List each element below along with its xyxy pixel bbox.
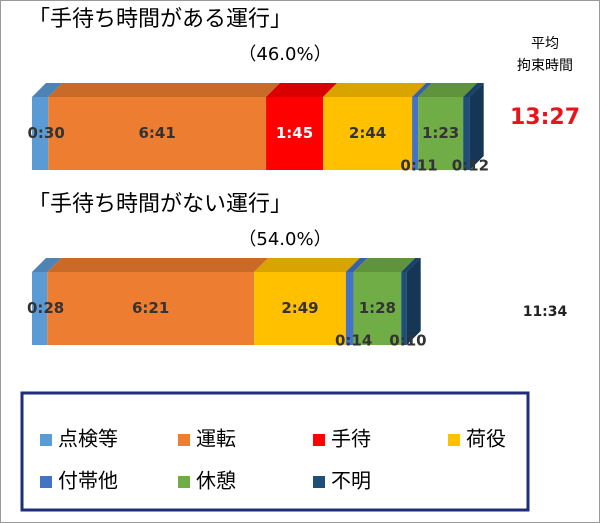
- bar-segment: [345, 272, 354, 345]
- top-shade: [32, 83, 63, 97]
- totals-title: 拘束時間: [517, 58, 573, 74]
- value-label: 0:12: [452, 157, 489, 175]
- bar-top: [345, 258, 368, 272]
- bar-top: [48, 83, 281, 97]
- legend-label: 荷役: [466, 427, 506, 451]
- value-label: 1:28: [359, 299, 396, 317]
- legend-label: 休憩: [196, 469, 236, 493]
- legend-label: 付帯他: [58, 469, 118, 493]
- value-label: 0:14: [335, 332, 372, 350]
- bar-segment: [254, 272, 346, 345]
- bar-side: [406, 258, 421, 345]
- bar-segment: [412, 97, 419, 170]
- bar-segment: [418, 97, 464, 170]
- legend-swatch: [178, 476, 190, 488]
- legend-swatch: [313, 434, 325, 446]
- top-shade: [463, 83, 484, 97]
- top-shade: [254, 258, 360, 272]
- bar-top: [32, 83, 63, 97]
- bar-top: [254, 258, 360, 272]
- side-shade: [406, 258, 421, 345]
- share-label: （54.0%）: [238, 229, 331, 250]
- totals-title: 平均: [531, 36, 559, 52]
- value-label: 1:45: [276, 124, 313, 142]
- bar-segment: [47, 272, 255, 345]
- bar-top: [47, 258, 269, 272]
- legend-label: 手待: [331, 427, 371, 451]
- bar-segment: [353, 272, 402, 345]
- legend-swatch: [40, 476, 52, 488]
- top-shade: [32, 258, 62, 272]
- bar-top: [32, 258, 62, 272]
- top-shade: [418, 83, 478, 97]
- top-shade: [412, 83, 433, 97]
- side-shade: [469, 83, 484, 170]
- total-label: 11:34: [523, 304, 568, 320]
- legend-label: 点検等: [58, 427, 118, 451]
- top-shade: [266, 83, 338, 97]
- value-label: 2:49: [281, 299, 318, 317]
- bar-segment: [463, 97, 470, 170]
- legend-swatch: [448, 434, 460, 446]
- bar-side: [469, 83, 484, 170]
- legend-swatch: [40, 434, 52, 446]
- bar-segment: [48, 97, 267, 170]
- top-shade: [353, 258, 416, 272]
- legend-swatch: [313, 476, 325, 488]
- bar-segment: [32, 272, 48, 345]
- value-label: 0:30: [27, 124, 64, 142]
- top-shade: [345, 258, 368, 272]
- value-label: 2:44: [349, 124, 386, 142]
- value-label: 0:10: [389, 332, 426, 350]
- legend-swatch: [178, 434, 190, 446]
- bar-title: 「手待ち時間がある運行」: [28, 7, 292, 32]
- bar-top: [353, 258, 416, 272]
- bar-title: 「手待ち時間がない運行」: [28, 192, 292, 217]
- value-label: 6:41: [139, 124, 176, 142]
- bar-top: [323, 83, 427, 97]
- legend-label: 運転: [196, 427, 236, 451]
- share-label: （46.0%）: [238, 44, 331, 65]
- bar-segment: [323, 97, 413, 170]
- value-label: 0:11: [400, 157, 437, 175]
- bar-segment: [266, 97, 324, 170]
- bar-top: [401, 258, 421, 272]
- bar-segment: [401, 272, 407, 345]
- top-shade: [401, 258, 421, 272]
- bar-segment: [32, 97, 49, 170]
- legend-box: [20, 391, 530, 512]
- legend-label: 不明: [331, 469, 371, 493]
- bar-top: [266, 83, 338, 97]
- bar-top: [418, 83, 478, 97]
- value-label: 6:21: [132, 299, 169, 317]
- top-shade: [47, 258, 269, 272]
- top-shade: [323, 83, 427, 97]
- top-shade: [48, 83, 281, 97]
- bar-top: [463, 83, 484, 97]
- value-label: 0:28: [27, 299, 64, 317]
- total-label: 13:27: [510, 105, 580, 130]
- bar-top: [412, 83, 433, 97]
- value-label: 1:23: [422, 124, 459, 142]
